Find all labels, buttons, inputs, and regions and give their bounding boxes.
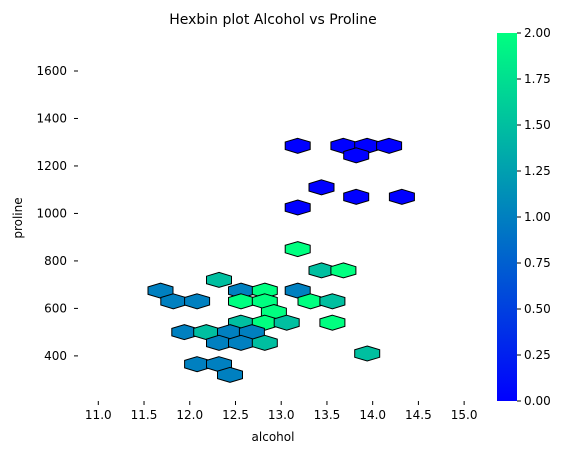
y-axis-label: proline — [11, 197, 25, 238]
y-tick-label: 400 — [44, 349, 67, 363]
colorbar-tick-label: 0.00 — [524, 394, 551, 408]
y-tick-label: 1400 — [36, 111, 67, 125]
hexbin-cell — [184, 293, 211, 310]
colorbar: 0.00 0.25 0.50 0.75 1.00 1.25 1.50 1.75 2.00 — [497, 26, 551, 408]
hexbin-cell — [284, 241, 311, 258]
y-tick-label: 1200 — [36, 159, 67, 173]
hexbin-cell — [217, 366, 243, 383]
x-tick-label: 12.5 — [222, 408, 249, 422]
hexbin-cell — [273, 314, 300, 331]
hexbin-cell — [284, 137, 311, 154]
hexbin-cell — [184, 356, 211, 373]
hexbin-cell — [343, 188, 370, 205]
x-tick-label: 14.0 — [359, 408, 386, 422]
colorbar-tick-label: 1.75 — [524, 72, 551, 86]
hexbin-cell — [376, 137, 403, 154]
x-tick-label: 15.0 — [451, 408, 478, 422]
y-tick-label: 1000 — [36, 206, 67, 220]
hexbin-cell — [319, 314, 346, 331]
hexbin-cell — [308, 179, 335, 196]
hexbin-cell — [319, 293, 346, 310]
hexbin-cell — [308, 262, 335, 279]
hexbin-cell — [206, 334, 232, 351]
x-tick-label: 12.0 — [176, 408, 203, 422]
x-tick-label: 11.0 — [85, 408, 112, 422]
x-tick-label: 13.5 — [314, 408, 341, 422]
colorbar-tick-label: 1.25 — [524, 164, 551, 178]
y-axis: 400 600 800 1000 1200 1400 1600 — [36, 64, 78, 363]
hexbin-cell — [388, 188, 415, 205]
colorbar-tick-label: 2.00 — [524, 26, 551, 40]
x-axis-label: alcohol — [252, 430, 295, 444]
hexbin-cell — [354, 345, 381, 362]
hexbin-cell — [284, 199, 311, 216]
hexbin-cell — [160, 293, 187, 310]
x-axis: 11.0 11.5 12.0 12.5 13.0 13.5 14.0 14.5 15.0 — [85, 401, 478, 422]
hexbin-cell — [251, 334, 278, 351]
hexbin-cell — [330, 262, 357, 279]
colorbar-gradient — [497, 33, 517, 401]
y-tick-label: 800 — [44, 254, 67, 268]
hexbin-cell — [171, 324, 198, 341]
colorbar-tick-label: 1.00 — [524, 210, 551, 224]
y-tick-label: 600 — [44, 301, 67, 315]
x-tick-label: 11.5 — [131, 408, 158, 422]
colorbar-tick-label: 0.25 — [524, 348, 551, 362]
x-tick-label: 13.0 — [268, 408, 295, 422]
colorbar-tick-label: 0.75 — [524, 256, 551, 270]
hexbin-cell — [228, 334, 254, 351]
hexbin-cell — [206, 271, 232, 288]
hexbin-cell — [228, 293, 254, 310]
hexbin-cell — [343, 147, 370, 164]
chart-title: Hexbin plot Alcohol vs Proline — [169, 12, 377, 28]
colorbar-ticks: 0.00 0.25 0.50 0.75 1.00 1.25 1.50 1.75 2.00 — [517, 26, 551, 408]
y-tick-label: 1600 — [36, 64, 67, 78]
colorbar-tick-label: 0.50 — [524, 302, 551, 316]
x-tick-label: 14.5 — [405, 408, 432, 422]
colorbar-tick-label: 1.50 — [524, 118, 551, 132]
plot-area — [147, 137, 415, 383]
hexbin-cell — [297, 293, 324, 310]
